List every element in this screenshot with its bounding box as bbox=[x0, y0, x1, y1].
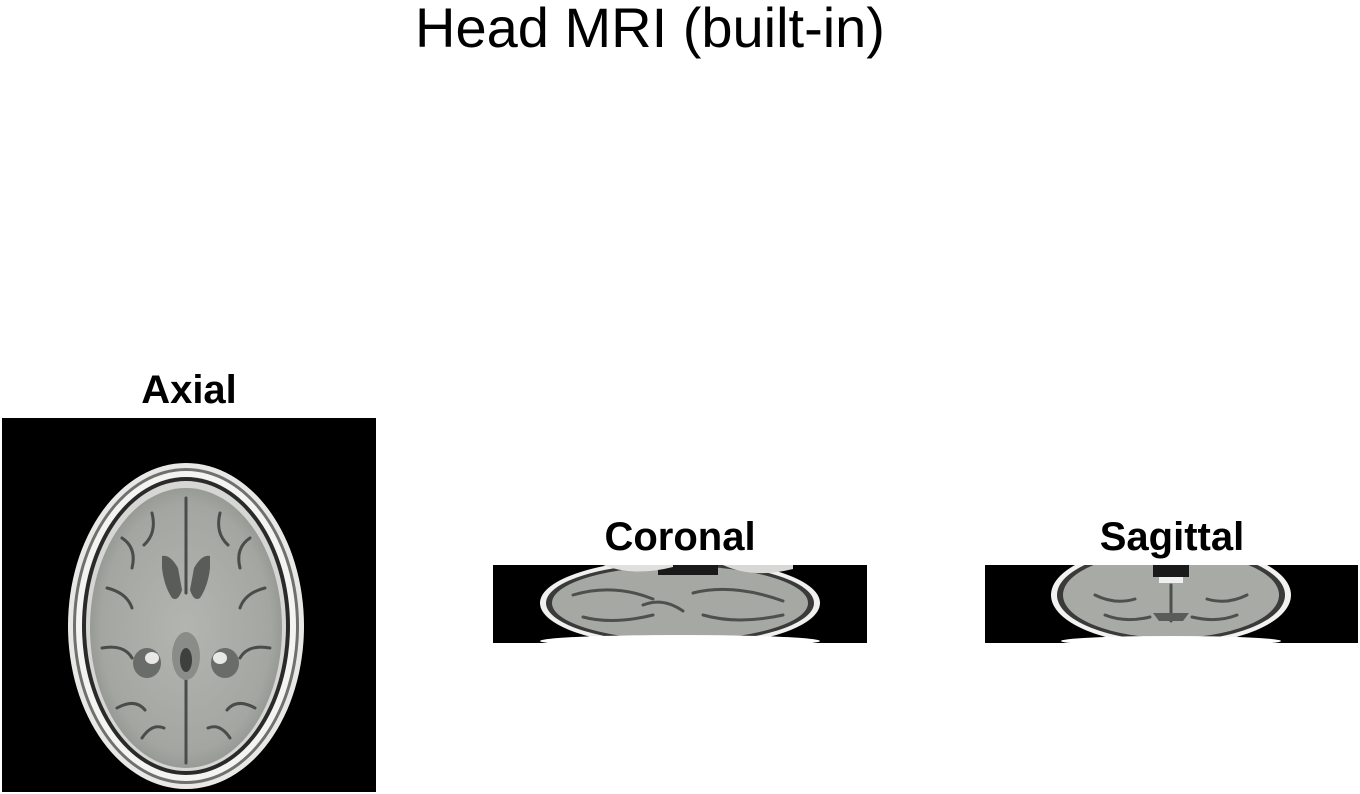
coronal-slice-image bbox=[493, 565, 867, 643]
axial-brain-drawing bbox=[68, 463, 304, 789]
sagittal-slice-image bbox=[985, 565, 1358, 643]
sagittal-panel-title: Sagittal bbox=[1099, 515, 1245, 559]
figure-title: Head MRI (built-in) bbox=[415, 0, 885, 59]
sagittal-brain-drawing bbox=[1051, 565, 1291, 643]
axial-panel-title: Axial bbox=[141, 368, 237, 412]
coronal-brain-drawing bbox=[540, 565, 820, 643]
coronal-panel-title: Coronal bbox=[604, 515, 756, 559]
axial-slice-image bbox=[2, 418, 376, 792]
